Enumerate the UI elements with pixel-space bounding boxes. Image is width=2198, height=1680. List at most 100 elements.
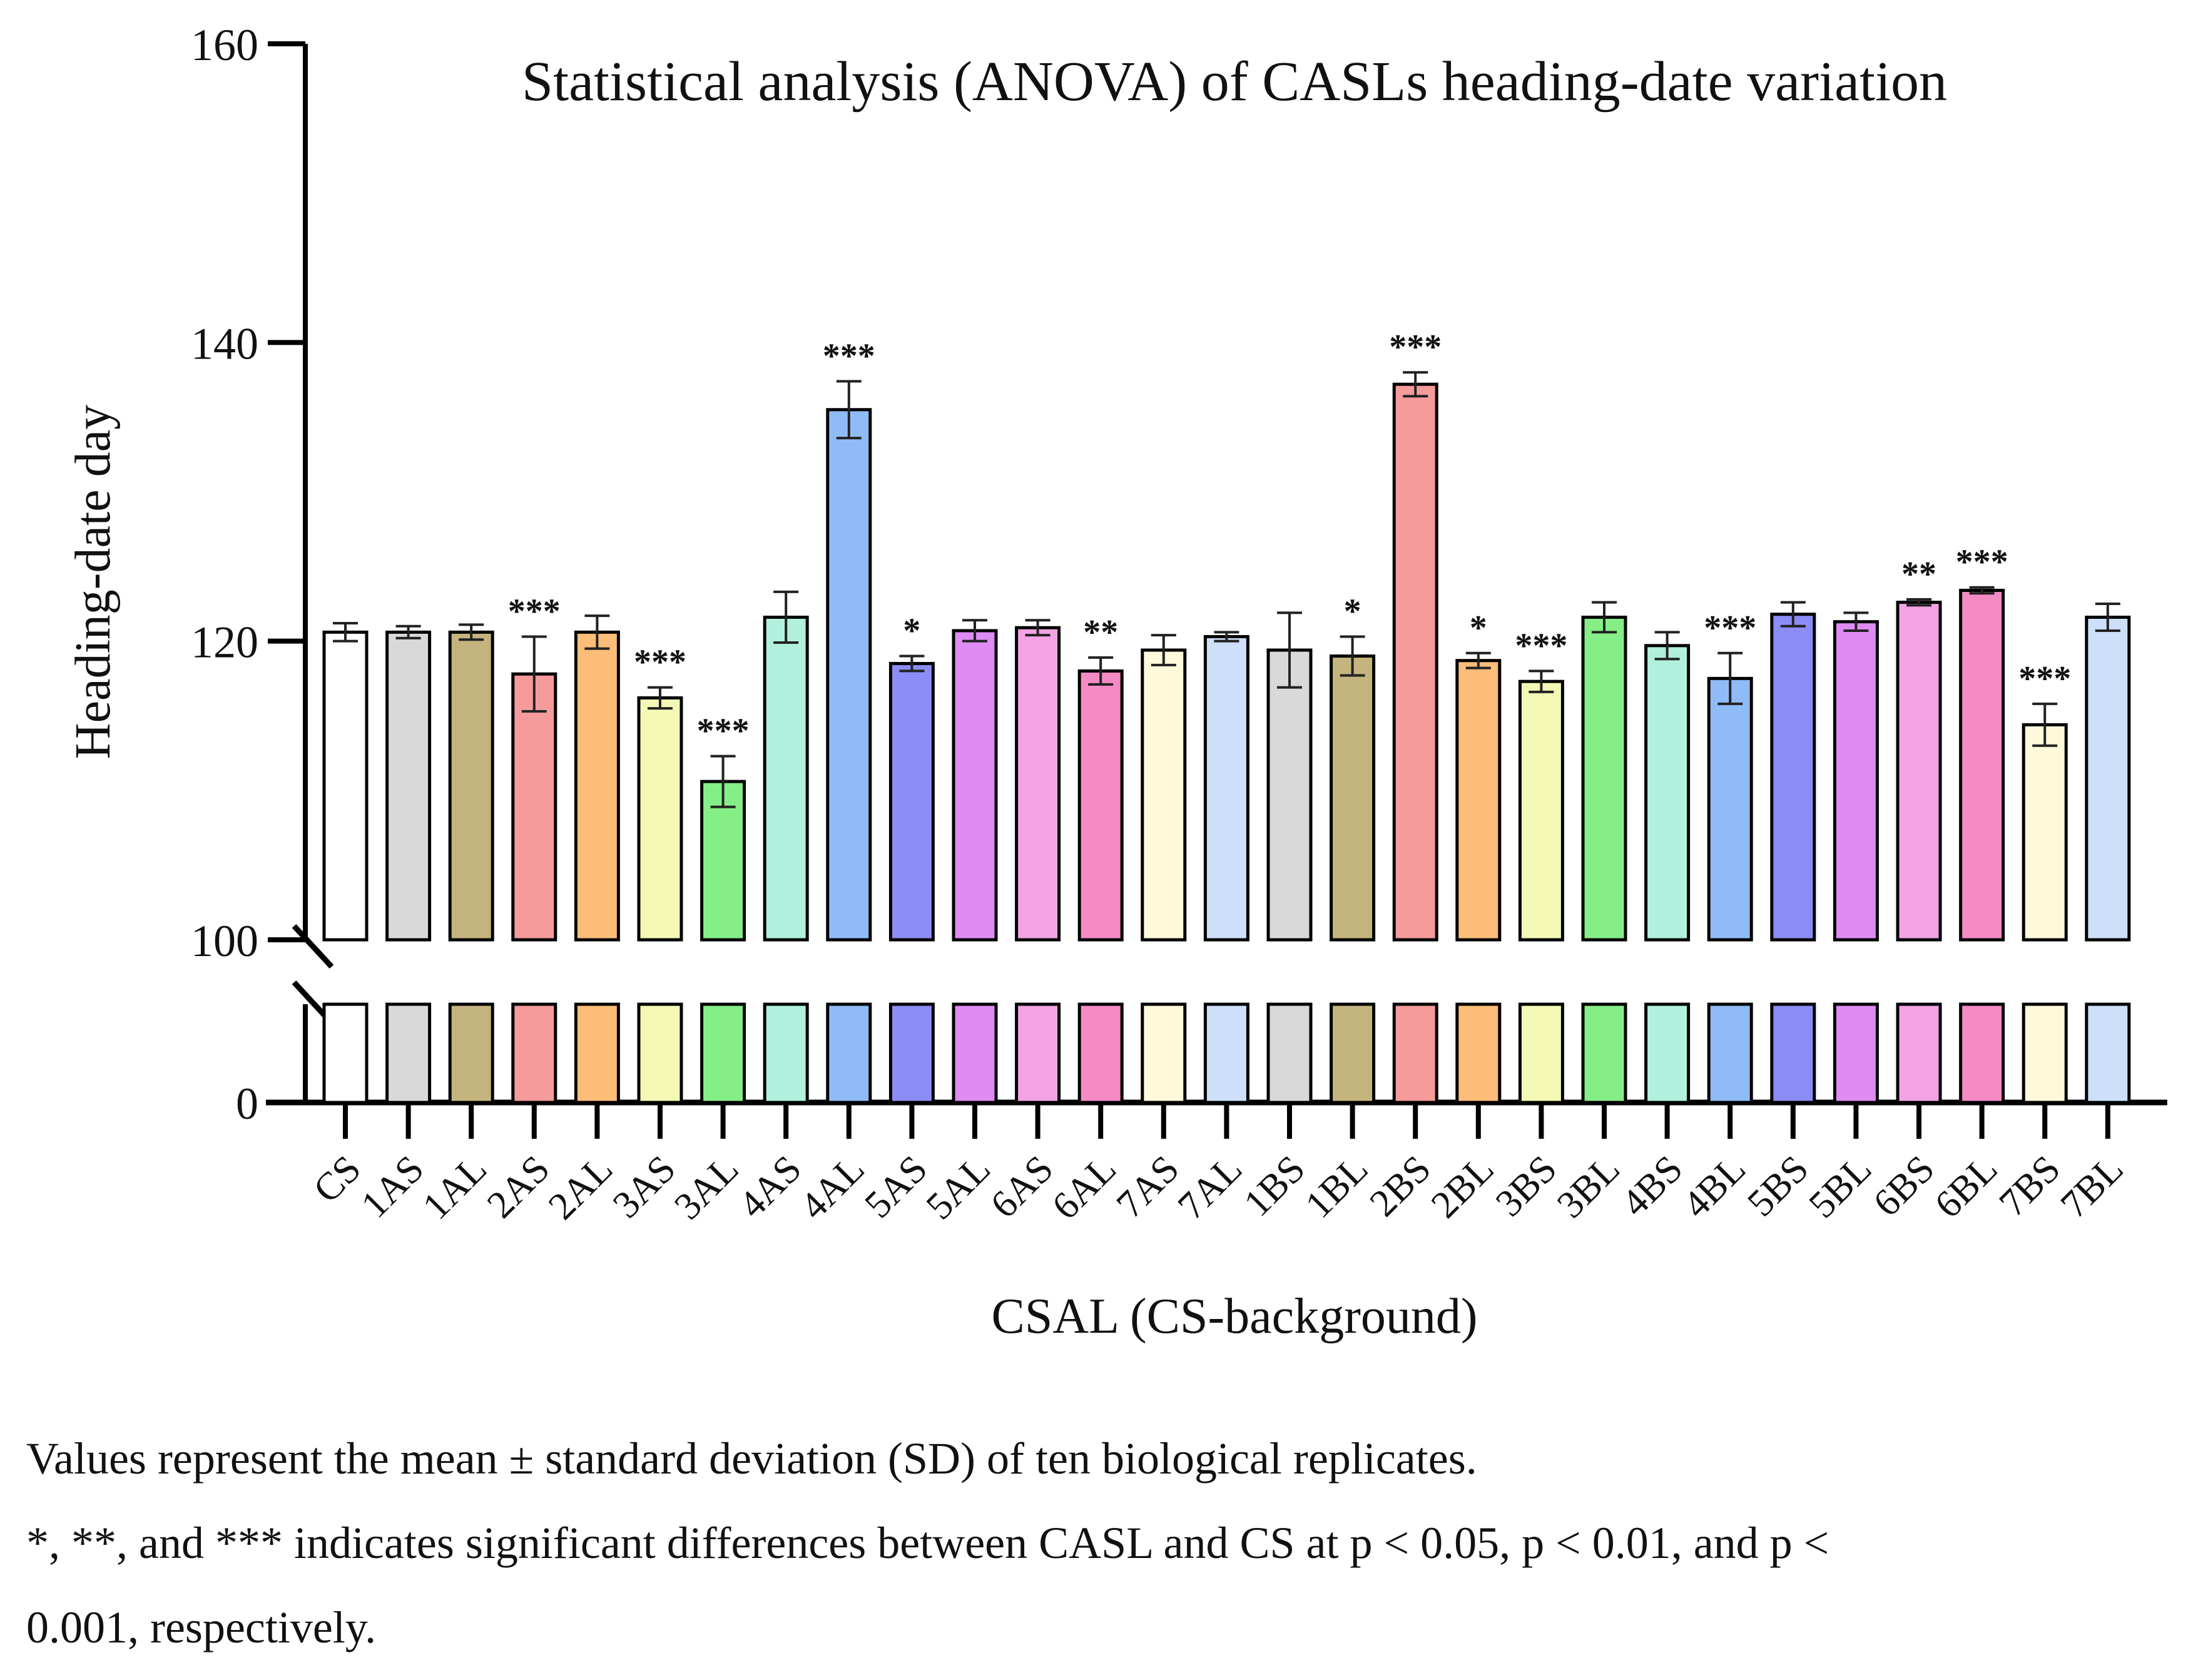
bar-upper-3AS <box>637 696 683 942</box>
significance-label-2BS: *** <box>1389 328 1442 367</box>
bar-upper-CS <box>322 630 369 942</box>
significance-labels: ************* ******* *** ***** ****** <box>508 328 2071 750</box>
bar-upper-2AS <box>511 672 557 942</box>
bar-upper-5BL <box>1833 620 1879 942</box>
bar-upper-7BL <box>2085 615 2131 942</box>
error-bar-2AL <box>584 614 610 650</box>
significance-label-6BS: ** <box>1901 555 1936 594</box>
bar-upper-7AL <box>1203 635 1249 942</box>
error-bar-1BL <box>1340 635 1365 677</box>
bar-lower-2BL <box>1455 1002 1502 1104</box>
x-tick-label-3AL: 3AL <box>666 1148 746 1228</box>
x-tick-label-4AL: 4AL <box>792 1148 872 1228</box>
bar-upper-2BS <box>1392 382 1438 942</box>
significance-label-7BS: *** <box>2018 659 2071 698</box>
bar-lower-2AS <box>511 1002 557 1104</box>
x-tick-label-6BS: 6BS <box>1865 1148 1943 1225</box>
bar-lower-6BL <box>1959 1002 2005 1104</box>
x-tick-label-1BS: 1BS <box>1236 1148 1313 1225</box>
bar-upper-4BS <box>1644 644 1691 942</box>
x-tick-label-6AL: 6AL <box>1044 1148 1124 1228</box>
x-tick-label-4BS: 4BS <box>1614 1148 1691 1225</box>
error-bar-6BS <box>1906 598 1931 607</box>
x-tick-label-2AS: 2AS <box>479 1148 558 1226</box>
error-bar-4AS <box>773 590 799 644</box>
significance-label-2AS: *** <box>508 593 561 631</box>
x-tick-label-1AS: 1AS <box>353 1148 432 1226</box>
error-bar-7BL <box>2095 603 2120 632</box>
x-tick-label-3BL: 3BL <box>1549 1148 1628 1226</box>
significance-label-4AL: *** <box>823 337 875 375</box>
bar-upper-7BS <box>2022 723 2068 942</box>
bar-lower-7BS <box>2022 1002 2068 1104</box>
x-tick-label-7BS: 7BS <box>1991 1148 2068 1225</box>
bar-upper-2BL <box>1455 659 1502 942</box>
x-tick-label-5AL: 5AL <box>918 1148 998 1228</box>
x-tick-label-3AS: 3AS <box>605 1148 684 1226</box>
error-bar-4AL <box>836 380 862 440</box>
error-bar-5BL <box>1843 611 1869 632</box>
bar-lower-4BL <box>1707 1002 1753 1104</box>
bar-upper-4AL <box>826 408 872 942</box>
x-tick-label-4AS: 4AS <box>731 1148 810 1226</box>
x-axis-label: CSAL (CS-background) <box>992 1289 1478 1344</box>
bar-lower-3AL <box>700 1002 746 1104</box>
significance-label-2BL: * <box>1470 609 1487 648</box>
axis-break-mark-upper <box>292 924 334 969</box>
caption-line-1: Values represent the mean ± standard dev… <box>26 1433 1477 1484</box>
x-tick-label-5AS: 5AS <box>857 1148 935 1226</box>
bar-lower-1AS <box>385 1002 432 1104</box>
axes: 100 120 140 160 0 <box>191 20 2167 1139</box>
bar-lower-4BS <box>1644 1002 1691 1104</box>
error-bar-2AS <box>521 635 547 713</box>
error-bar-5AL <box>962 619 987 643</box>
significance-label-6AL: ** <box>1083 613 1118 652</box>
error-bar-3BS <box>1529 669 1554 693</box>
bar-lower-5AS <box>888 1002 935 1104</box>
caption-line-2: *, **, and *** indicates significant dif… <box>26 1518 1829 1568</box>
bar-lower-5BL <box>1833 1002 1879 1104</box>
y-tick-label: 140 <box>191 318 258 369</box>
error-bar-3AS <box>648 686 673 710</box>
significance-label-6BL: *** <box>1956 543 2008 582</box>
bar-lower-3AS <box>637 1002 683 1104</box>
error-bar-1BS <box>1277 611 1302 689</box>
y-tick-label: 100 <box>191 916 258 966</box>
x-tick-label-7BL: 7BL <box>2053 1148 2132 1226</box>
x-tick-label-6AS: 6AS <box>982 1148 1061 1226</box>
bar-lower-6AS <box>1015 1002 1061 1104</box>
error-bar-7BS <box>2032 702 2058 747</box>
error-bars <box>333 371 2120 808</box>
error-bar-6AL <box>1088 656 1114 686</box>
bar-upper-1BS <box>1266 648 1313 942</box>
bar-lower-4AL <box>826 1002 872 1104</box>
bar-upper-5AL <box>952 629 998 942</box>
x-tick-label-7AL: 7AL <box>1170 1148 1250 1228</box>
bar-upper-6BS <box>1896 601 1942 942</box>
error-bar-4BS <box>1654 631 1680 661</box>
bar-lower-3BS <box>1518 1002 1564 1104</box>
significance-label-3AL: *** <box>697 711 750 750</box>
bar-upper-3BS <box>1518 680 1564 942</box>
error-bar-3AL <box>710 755 736 808</box>
x-tick-label-3BS: 3BS <box>1488 1148 1565 1225</box>
bar-upper-2AL <box>574 630 620 942</box>
bar-upper-5AS <box>888 661 935 942</box>
bar-upper-3BL <box>1581 615 1627 942</box>
bar-lower-1BS <box>1266 1002 1313 1104</box>
error-bar-1AS <box>395 624 421 639</box>
bar-lower-5BS <box>1770 1002 1816 1104</box>
bar-lower-1AL <box>448 1002 494 1104</box>
x-tick-label-4BL: 4BL <box>1675 1148 1754 1226</box>
y-tick-label: 120 <box>191 618 258 668</box>
x-tick-label-7AS: 7AS <box>1109 1148 1188 1226</box>
y-tick-label: 160 <box>191 20 258 70</box>
significance-label-1BL: * <box>1344 593 1361 631</box>
bar-lower-6BS <box>1896 1002 1942 1104</box>
bar-lower-7BL <box>2085 1002 2131 1104</box>
x-tick-label-1BL: 1BL <box>1297 1148 1376 1226</box>
bar-lower-4AS <box>763 1002 809 1104</box>
x-tick-label-5BS: 5BS <box>1739 1148 1817 1225</box>
error-bar-3BL <box>1592 601 1617 634</box>
